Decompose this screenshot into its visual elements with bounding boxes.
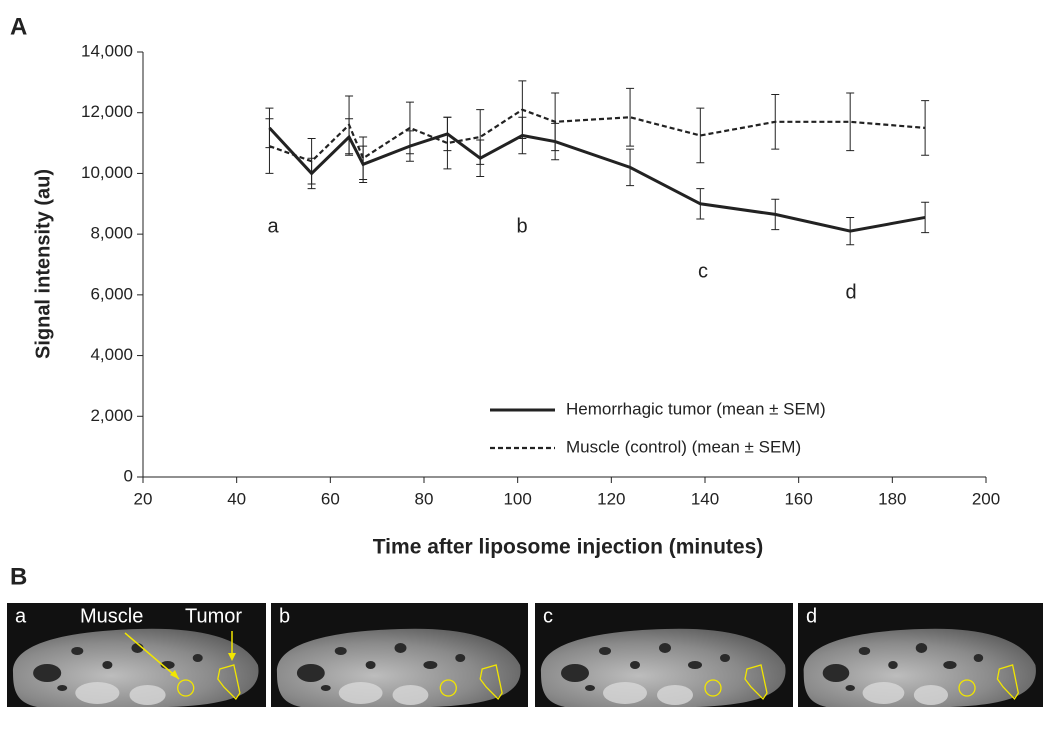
tissue-bright [75,682,119,704]
tissue-dark [297,664,325,682]
annotation: d [845,281,856,303]
tissue-dark [57,685,67,691]
y-tick-label: 4,000 [90,345,133,364]
tissue-bright [863,682,905,704]
tissue-bright [603,682,647,704]
x-tick-label: 200 [972,489,1000,508]
tissue-bright [657,685,693,705]
x-tick-label: 40 [227,489,246,508]
panel-label: B [10,563,27,590]
panel-label: A [10,13,27,40]
mri-image: d [798,603,1043,707]
tissue-dark [321,685,331,691]
tissue-dark [585,685,595,691]
y-tick-label: 0 [124,466,133,485]
image-label: d [806,605,817,627]
tissue-dark [395,643,407,653]
legend-label: Hemorrhagic tumor (mean ± SEM) [566,399,826,418]
tissue-bright [914,685,948,705]
tissue-dark [974,654,983,662]
image-label: b [279,605,290,627]
x-tick-label: 120 [597,489,625,508]
tissue-dark [335,647,347,655]
annotation: c [698,260,708,282]
x-tick-label: 100 [503,489,531,508]
tissue-bright [339,682,383,704]
y-tick-label: 8,000 [90,224,133,243]
tissue-dark [630,661,640,669]
tissue-dark [916,643,927,653]
annotation: a [267,215,279,237]
tissue-dark [888,661,897,669]
x-tick-label: 140 [691,489,719,508]
x-axis-title: Time after liposome injection (minutes) [373,536,764,559]
tissue-dark [71,647,83,655]
image-label: c [543,605,553,627]
tissue-dark [823,664,850,682]
mri-image: a Muscle Tumor [7,603,266,707]
annotation: b [516,215,527,237]
x-tick-label: 60 [321,489,340,508]
x-tick-label: 180 [878,489,906,508]
tissue-dark [720,654,730,662]
mri-image: b [271,603,528,707]
series-line [269,110,925,162]
tissue-bright [393,685,429,705]
tissue-dark [845,685,854,691]
legend-label: Muscle (control) (mean ± SEM) [566,437,801,456]
muscle-label: Muscle [80,605,143,627]
tissue-dark [33,664,61,682]
tissue-dark [859,647,870,655]
y-tick-label: 12,000 [81,102,133,121]
x-tick-label: 20 [134,489,153,508]
y-tick-label: 10,000 [81,163,133,182]
tissue-dark [455,654,465,662]
tissue-dark [688,661,702,669]
tissue-dark [599,647,611,655]
y-tick-label: 2,000 [90,406,133,425]
y-tick-label: 14,000 [81,41,133,60]
tissue-dark [423,661,437,669]
mri-image: c [535,603,793,707]
y-axis-title: Signal intensity (au) [32,169,54,359]
image-label: a [15,605,27,627]
tissue-dark [943,661,956,669]
tissue-bright [129,685,165,705]
tissue-dark [659,643,671,653]
tissue-dark [366,661,376,669]
x-tick-label: 80 [415,489,434,508]
tumor-label: Tumor [185,605,242,627]
tissue-dark [561,664,589,682]
y-tick-label: 6,000 [90,284,133,303]
tissue-dark [102,661,112,669]
tissue-dark [193,654,203,662]
series-line [269,128,925,231]
x-tick-label: 160 [784,489,812,508]
figure: A Time after liposome injection (minutes… [0,0,1047,731]
